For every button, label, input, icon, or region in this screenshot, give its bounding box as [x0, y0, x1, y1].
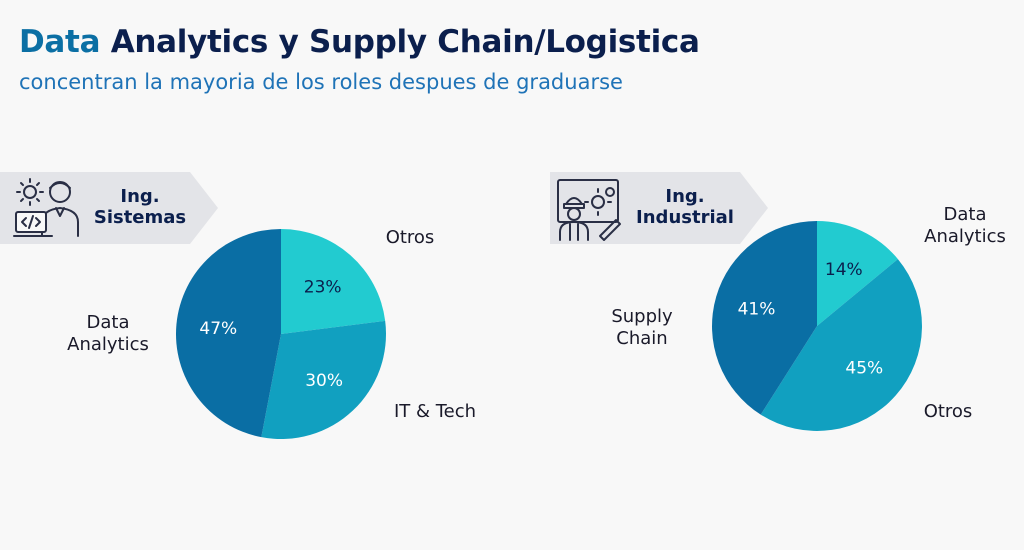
title-rest: Analytics y Supply Chain/Logistica: [100, 24, 700, 60]
pie-slice: [760, 259, 922, 431]
category-label: Otros: [386, 227, 435, 248]
category-label: Supply Chain: [611, 306, 673, 349]
banner-ing-sistemas: Ing. Sistemas: [0, 172, 220, 244]
category-label: IT & Tech: [394, 401, 476, 422]
title-accent: Data: [19, 24, 101, 60]
banner-line1: Ing.: [120, 186, 160, 207]
data-label: 30%: [305, 371, 343, 391]
pie-slice: [281, 229, 386, 334]
pie-slice: [712, 221, 817, 415]
banner-arrow-shape: [550, 172, 768, 244]
banner-line2: Sistemas: [93, 207, 187, 228]
data-label: 45%: [845, 359, 883, 379]
banner-line2: Industrial: [636, 207, 734, 228]
data-label: 47%: [199, 319, 237, 339]
banner-arrow-shape: [0, 172, 218, 244]
pie-slice: [175, 229, 281, 438]
category-label: Data Analytics: [924, 204, 1006, 247]
developer-laptop-icon: [13, 178, 79, 237]
category-label: Otros: [924, 401, 973, 422]
banner-ing-industrial: Ing. Industrial: [550, 172, 770, 244]
chart-subtitle: concentran la mayoria de los roles despu…: [19, 70, 623, 94]
category-label: Data Analytics: [67, 312, 149, 355]
data-label: 41%: [738, 299, 776, 319]
pie-slice: [261, 320, 386, 440]
data-label: 23%: [304, 278, 342, 298]
data-label: 14%: [825, 260, 863, 280]
engineer-gears-icon: [557, 179, 621, 241]
pie-slice: [817, 221, 898, 326]
chart-title: Data Analytics y Supply Chain/Logistica: [19, 24, 700, 60]
banner-line1: Ing.: [665, 186, 705, 207]
